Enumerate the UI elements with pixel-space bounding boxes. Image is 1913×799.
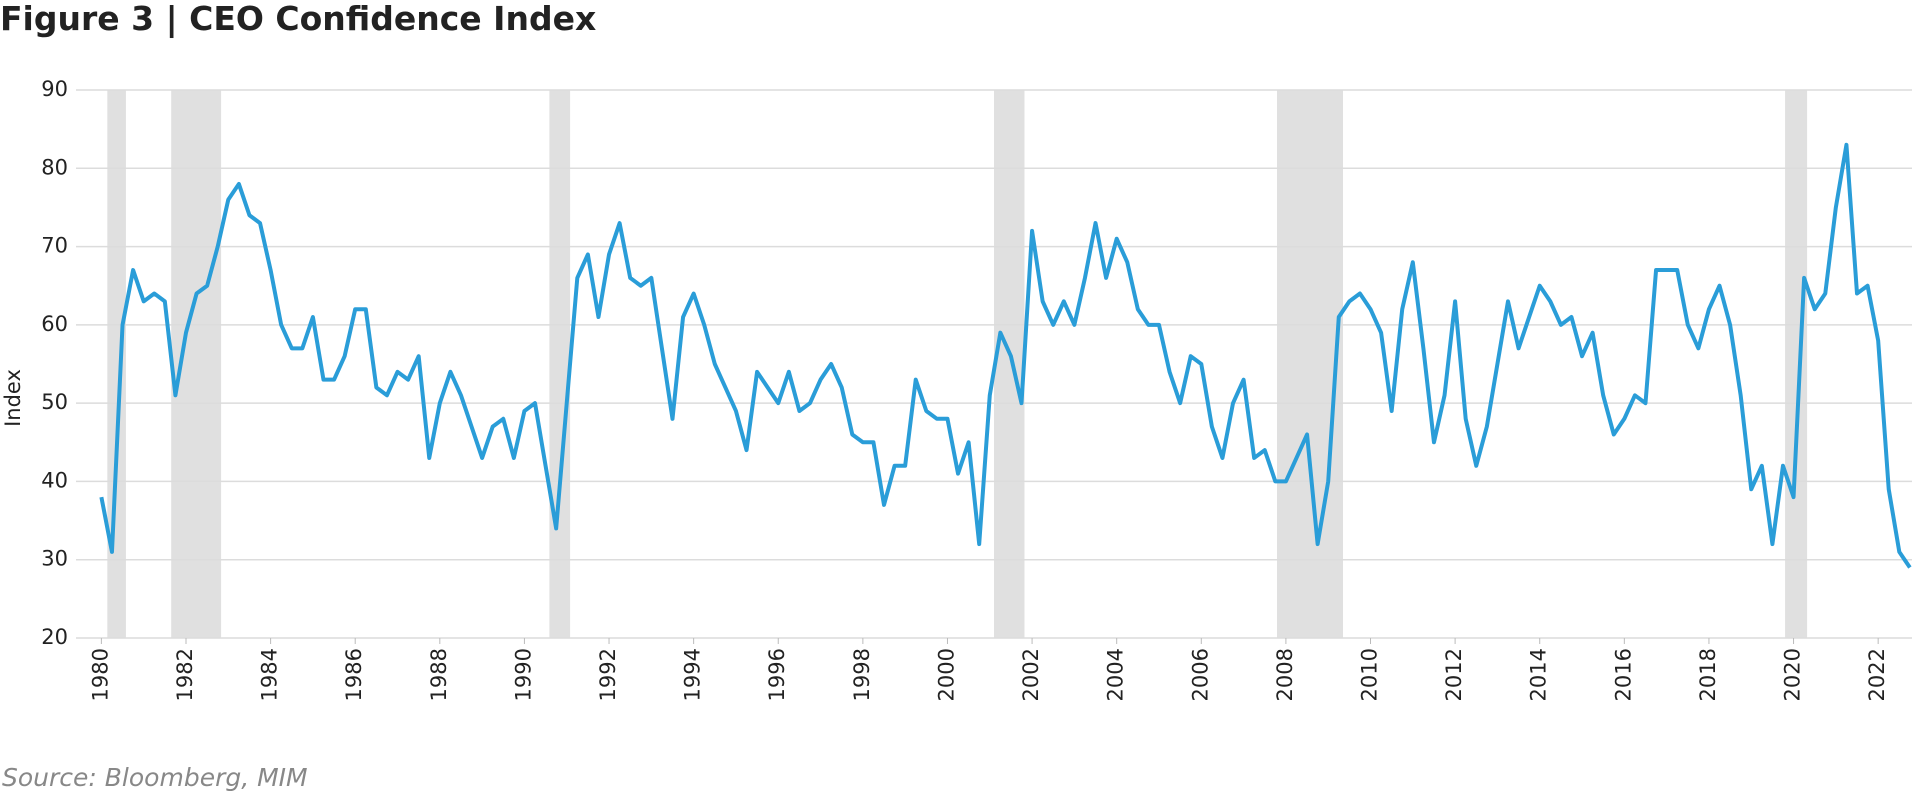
recession-band (171, 90, 222, 638)
x-tick-label: 2006 (1188, 648, 1212, 701)
x-tick-label: 1998 (850, 648, 874, 701)
x-tick-label: 1984 (258, 648, 282, 701)
x-tick-label: 2012 (1442, 648, 1466, 701)
y-tick-label: 20 (41, 625, 68, 649)
x-tick-label: 1982 (173, 648, 197, 701)
x-tick-label: 2010 (1358, 648, 1382, 701)
x-tick-label: 2004 (1104, 648, 1128, 701)
x-tick-label: 1990 (511, 648, 535, 701)
y-tick-label: 80 (41, 155, 68, 179)
data-line (99, 142, 1912, 569)
x-tick-label: 1986 (342, 648, 366, 701)
x-tick-label: 2018 (1696, 648, 1720, 701)
x-tick-label: 1992 (596, 648, 620, 701)
recession-band (549, 90, 571, 638)
x-tick-label: 2016 (1611, 648, 1635, 701)
source-note: Source: Bloomberg, MIM (2, 763, 308, 792)
x-tick-label: 2008 (1273, 648, 1297, 701)
x-tick-label: 1996 (765, 648, 789, 701)
y-tick-label: 60 (41, 312, 68, 336)
recession-band (1785, 90, 1808, 638)
y-tick-label: 90 (41, 77, 68, 101)
x-tick-label: 1980 (88, 648, 112, 701)
y-tick-label: 30 (41, 547, 68, 571)
y-tick-label: 50 (41, 390, 68, 414)
y-tick-label: 70 (41, 234, 68, 258)
x-tick-label: 2022 (1865, 648, 1889, 701)
x-tick-label: 2002 (1019, 648, 1043, 701)
recession-band (994, 90, 1025, 638)
x-tick-label: 2020 (1781, 648, 1805, 701)
y-tick-label: 40 (41, 468, 68, 492)
x-tick-label: 2000 (934, 648, 958, 701)
x-tick-label: 1994 (681, 648, 705, 701)
recession-band (107, 90, 126, 638)
x-tick-label: 2014 (1527, 648, 1551, 701)
x-tick-label: 1988 (427, 648, 451, 701)
recession-band (1277, 90, 1344, 638)
y-axis-label: Index (1, 369, 25, 427)
chart-title: Figure 3 | CEO Confidence Index (0, 0, 596, 38)
